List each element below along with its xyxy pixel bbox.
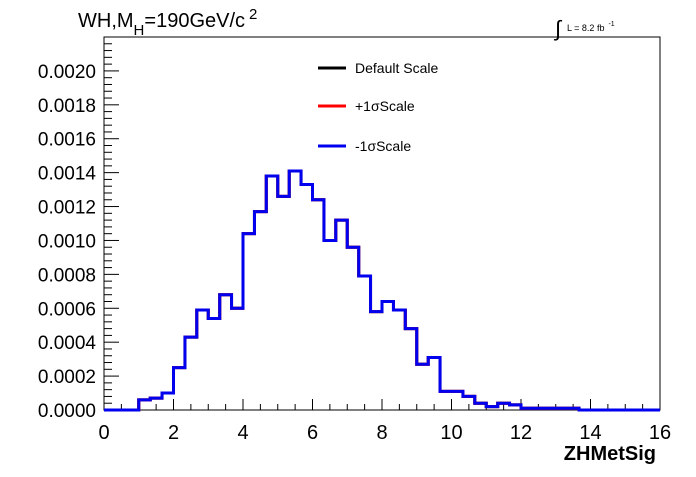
series-line-2: [104, 169, 660, 412]
y-tick-label: 0.0016: [38, 130, 96, 151]
title-value: =190GeV/c: [144, 10, 245, 32]
chart-title: WH,MH=190GeV/c 2: [78, 6, 257, 39]
legend: Default Scale +1σScale -1σScale: [318, 60, 438, 154]
x-tick-label: 8: [376, 422, 387, 444]
x-tick-label: 6: [307, 422, 318, 444]
x-tick-label: 4: [237, 422, 248, 444]
y-tick-label: 0.0002: [38, 367, 96, 388]
x-tick-label: 2: [168, 422, 179, 444]
x-tick-label: 0: [98, 422, 109, 444]
x-tick-label: 10: [440, 422, 462, 444]
legend-entry-label: Default Scale: [355, 60, 438, 76]
y-tick-label: 0.0008: [38, 265, 96, 286]
series-layer: [104, 169, 660, 412]
x-axis-label: ZHMetSig: [564, 443, 656, 465]
y-tick-label: 0.0018: [38, 96, 96, 117]
axes-layer: 0 2 4 6 8 10 12 14 16 0.0000 0.0002 0.0004 0.0006 0.0…: [38, 43, 671, 444]
y-tick-label: 0.0020: [38, 62, 96, 83]
lumi-label: L = 8.2 fb -1: [567, 21, 615, 33]
y-tick-label: 0.0006: [38, 299, 96, 320]
x-tick-label: 16: [649, 422, 671, 444]
title-subscript: H: [134, 22, 145, 39]
lumi-superscript: -1: [608, 21, 614, 28]
y-tick-label: 0.0014: [38, 164, 97, 185]
lumi-text: L = 8.2 fb: [567, 23, 604, 33]
y-tick-label: 0.0012: [38, 198, 96, 219]
legend-entry-label: +1σScale: [355, 98, 415, 114]
legend-entry-label: -1σScale: [355, 138, 411, 154]
lumi-integral-sign: ∫: [553, 16, 563, 41]
x-tick-label: 14: [579, 422, 601, 444]
title-prefix: WH,M: [78, 10, 134, 32]
y-tick-label: 0.0000: [38, 401, 96, 422]
x-tick-label: 12: [510, 422, 532, 444]
title-superscript: 2: [249, 6, 257, 23]
y-tick-label: 0.0004: [38, 333, 97, 354]
y-tick-label: 0.0010: [38, 231, 96, 252]
